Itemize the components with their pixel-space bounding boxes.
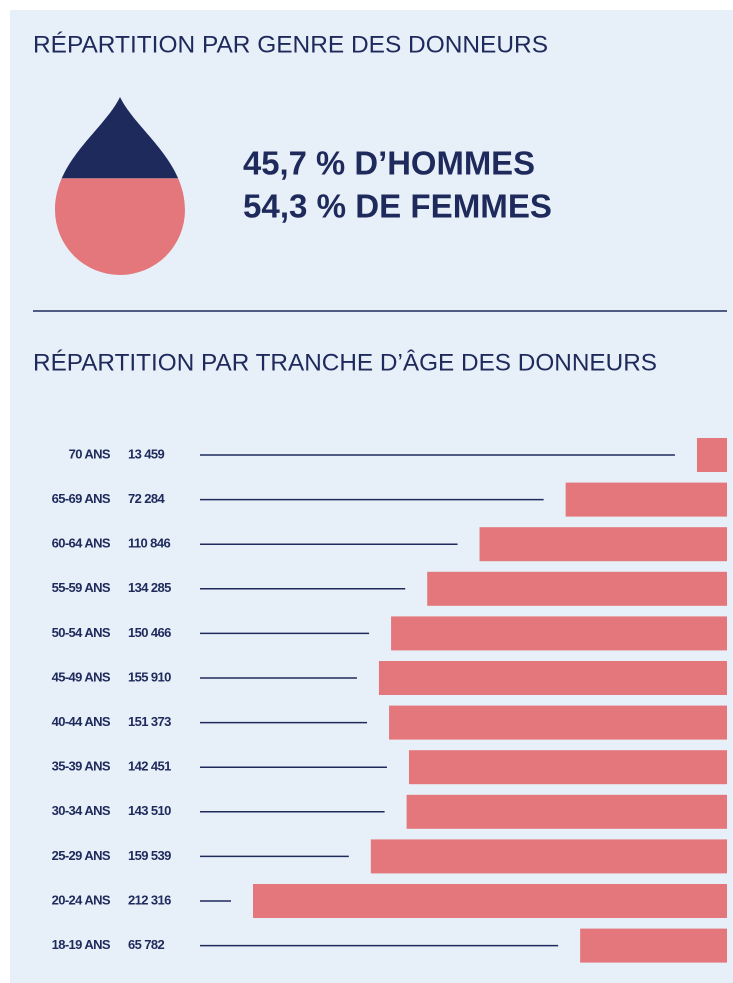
bar	[408, 750, 727, 785]
category-label: 18-19 ANS	[52, 937, 111, 952]
category-label: 45-49 ANS	[52, 669, 111, 684]
bar	[580, 928, 727, 963]
category-label: 25-29 ANS	[52, 848, 111, 863]
value-label: 134 285	[128, 580, 171, 595]
bar	[389, 705, 727, 740]
bar	[696, 438, 727, 472]
bar	[378, 661, 727, 695]
bar	[391, 616, 727, 651]
category-label: 65-69 ANS	[52, 491, 111, 506]
value-label: 110 846	[128, 536, 170, 551]
bar	[479, 527, 727, 562]
category-label: 35-39 ANS	[52, 759, 111, 774]
bar	[406, 794, 727, 829]
bar	[253, 884, 727, 918]
women-label: 54,3 % DE FEMMES	[243, 188, 552, 225]
men-label: 45,7 % D’HOMMES	[243, 145, 535, 182]
value-label: 13 459	[128, 446, 165, 461]
value-label: 212 316	[128, 892, 171, 907]
bar	[565, 482, 727, 517]
category-label: 60-64 ANS	[52, 536, 111, 551]
bar	[427, 571, 727, 606]
value-label: 151 373	[128, 714, 171, 729]
category-label: 70 ANS	[69, 446, 111, 461]
value-label: 150 466	[128, 625, 171, 640]
value-label: 142 451	[128, 759, 171, 774]
value-label: 65 782	[128, 937, 165, 952]
category-label: 55-59 ANS	[52, 580, 111, 595]
value-label: 143 510	[128, 803, 171, 818]
value-label: 155 910	[128, 669, 171, 684]
category-label: 30-34 ANS	[52, 803, 111, 818]
age-title: RÉPARTITION PAR TRANCHE D’ÂGE DES DONNEU…	[33, 349, 657, 376]
bar	[370, 839, 727, 874]
category-label: 40-44 ANS	[52, 714, 111, 729]
gender-title: RÉPARTITION PAR GENRE DES DONNEURS	[33, 31, 548, 58]
category-label: 50-54 ANS	[52, 625, 111, 640]
value-label: 72 284	[128, 491, 166, 506]
category-label: 20-24 ANS	[52, 892, 111, 907]
value-label: 159 539	[128, 848, 171, 863]
